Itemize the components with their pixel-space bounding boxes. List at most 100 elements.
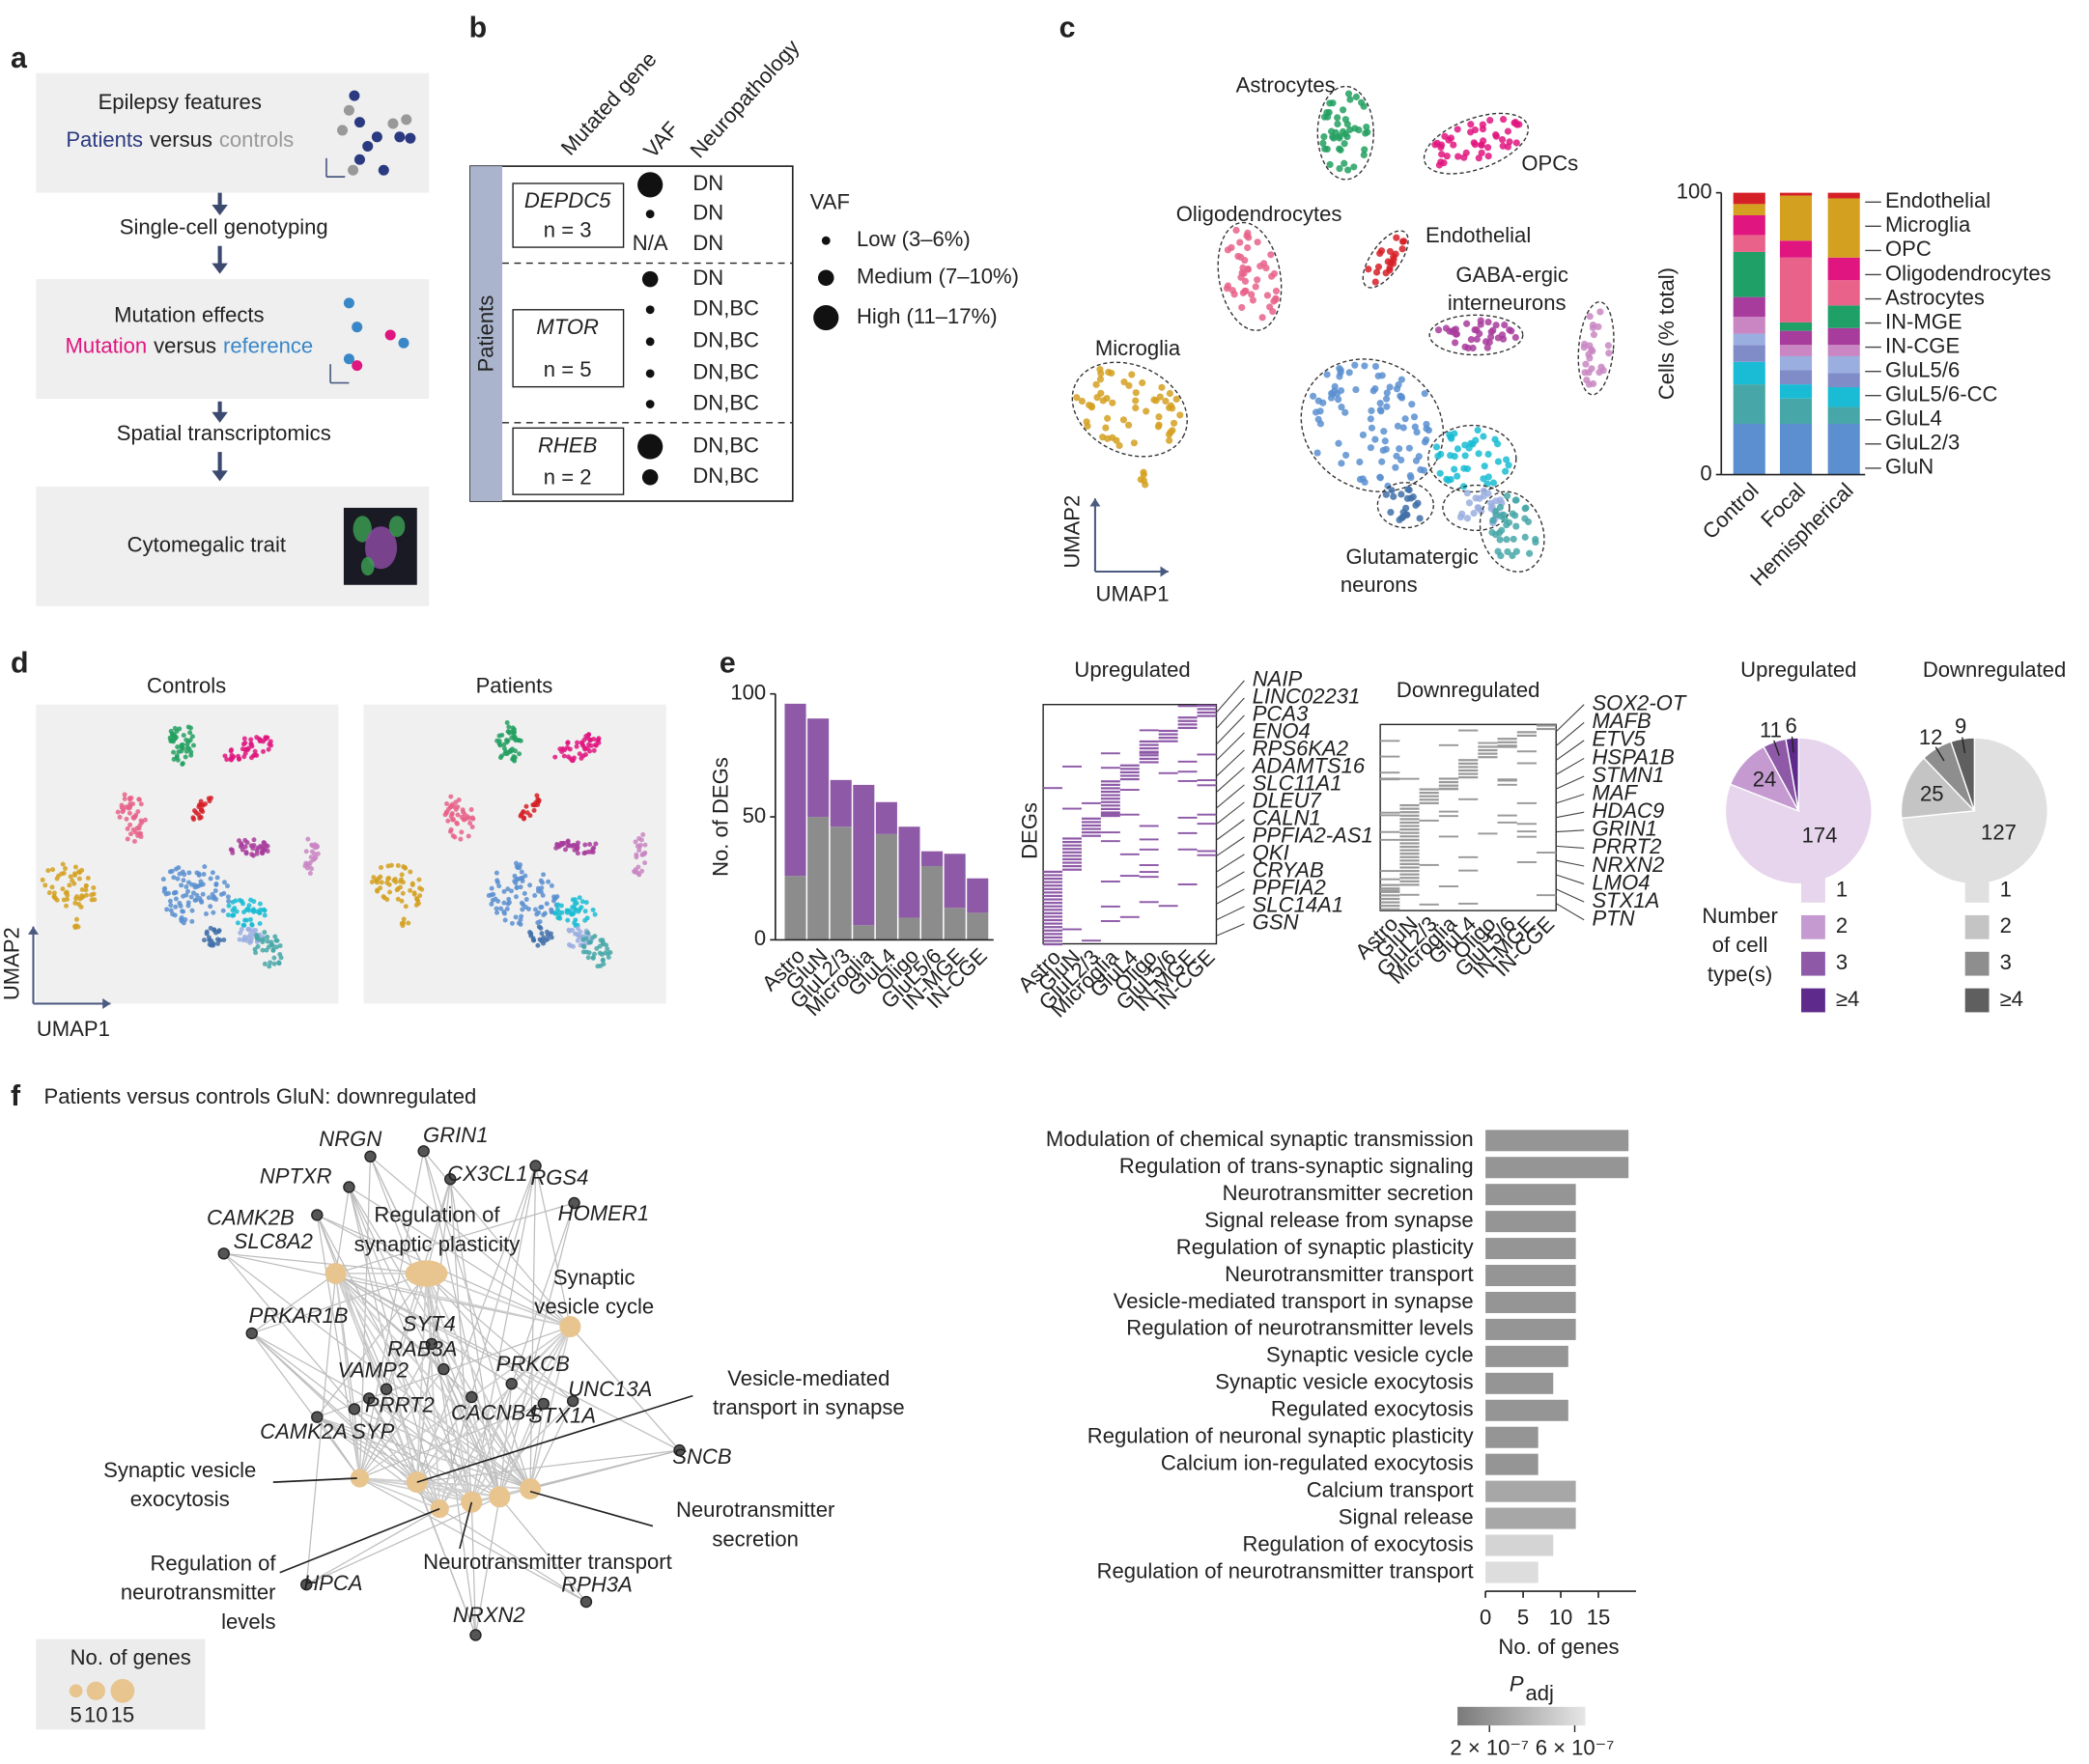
cluster-outline	[1428, 314, 1524, 356]
heatmap-cell	[1380, 887, 1400, 890]
cell-dot	[225, 912, 231, 918]
cell-dot	[1132, 389, 1140, 397]
term-node	[519, 1477, 542, 1500]
heatmap-cell	[1100, 840, 1120, 843]
cell-dot	[1465, 499, 1474, 507]
cell-dot	[180, 869, 185, 875]
cell-dot	[83, 883, 89, 889]
cell-dot	[504, 719, 510, 725]
cell-dot	[67, 882, 72, 888]
legend-label: 1	[1836, 877, 1848, 901]
cell-dot	[1480, 487, 1487, 494]
cell-dot	[181, 909, 186, 914]
heatmap-cell	[1419, 792, 1439, 795]
heatmap-cell	[1139, 740, 1159, 743]
cell-dot	[208, 904, 213, 910]
cell-dot	[267, 742, 272, 747]
cell-dot	[443, 810, 449, 816]
cell-dot	[1583, 377, 1591, 384]
heatmap-cell	[1458, 776, 1479, 779]
cell-dot	[1359, 431, 1368, 439]
cell-dot	[229, 747, 235, 753]
cell-dot	[130, 826, 136, 832]
cell-dot	[570, 897, 576, 903]
cell-dot	[266, 944, 271, 950]
y-tick-label: 100	[730, 681, 766, 705]
cluster-outline	[1577, 301, 1615, 396]
heatmap-cell	[1043, 936, 1063, 939]
heatmap-cell	[1458, 772, 1479, 775]
term-label: secretion	[712, 1527, 799, 1552]
cell-dot	[636, 844, 642, 850]
gene-label: PPFIA2	[1253, 876, 1326, 900]
network-edge	[348, 1187, 500, 1498]
cell-dot	[312, 851, 318, 856]
cell-dot	[1254, 276, 1261, 284]
gene-leader	[1216, 697, 1245, 729]
cell-dot	[1434, 326, 1443, 334]
cell-dot	[534, 793, 540, 798]
step-label: Single-cell genotyping	[120, 215, 328, 239]
cell-dot	[1263, 292, 1272, 299]
cell-dot	[1314, 415, 1322, 423]
term-node	[559, 1316, 581, 1338]
cell-dot	[1502, 467, 1510, 475]
heatmap-cell	[1139, 757, 1159, 760]
cell-dot	[1252, 283, 1259, 291]
cell-dot	[1512, 522, 1520, 530]
cell-dot	[523, 803, 529, 809]
heatmap-cell	[1516, 734, 1537, 738]
icon-dot	[394, 131, 406, 143]
cell-dot	[72, 873, 78, 879]
cell-dot	[1595, 322, 1602, 331]
cell-dot	[494, 870, 499, 876]
cell-dot	[1423, 425, 1430, 433]
cell-dot	[572, 847, 578, 853]
network-edge	[358, 1326, 571, 1479]
heatmap-cell	[1197, 753, 1217, 756]
gene-leader	[1556, 794, 1585, 804]
bar	[1485, 1345, 1568, 1367]
gene-node	[245, 1327, 258, 1340]
cell-dot	[520, 875, 525, 881]
cell-dot	[265, 934, 270, 939]
cell-dot	[191, 808, 197, 814]
heatmap-cell	[1100, 790, 1120, 794]
icon-dot	[405, 132, 416, 144]
cell-dot	[583, 936, 589, 941]
cell-dot	[224, 757, 230, 763]
step-box	[36, 72, 430, 193]
heatmap-cell	[1478, 745, 1498, 748]
cell-dot	[1444, 476, 1453, 485]
neuropathology: DN,BC	[692, 463, 759, 488]
cell-dot	[593, 841, 599, 847]
legend-label: Oligodendrocytes	[1885, 261, 2051, 285]
cell-dot	[274, 938, 280, 943]
heatmap-cell	[1158, 729, 1178, 733]
cell-dot	[168, 728, 174, 734]
heatmap-cell	[1043, 942, 1063, 946]
cell-dot	[1509, 551, 1516, 560]
gene-leader	[1216, 714, 1245, 745]
network-edge	[348, 1187, 472, 1502]
network-edge	[335, 1273, 472, 1398]
heatmap-cell	[1119, 770, 1140, 774]
heatmap-cell	[1177, 705, 1198, 708]
cell-dot	[1463, 515, 1472, 522]
heatmap-cell	[1536, 727, 1557, 731]
cell-dot	[40, 877, 45, 882]
cell-dot	[235, 920, 240, 926]
heatmap-cell	[1139, 864, 1159, 866]
cell-dot	[1361, 146, 1369, 154]
heatmap-cell	[1536, 894, 1557, 897]
cell-dot	[1477, 317, 1484, 324]
cell-dot	[1408, 401, 1416, 408]
cell-dot	[196, 812, 202, 818]
cell-dot	[197, 896, 203, 901]
gene-node	[348, 1403, 361, 1415]
cell-dot	[379, 865, 384, 870]
gene-label: SLC8A2	[234, 1229, 313, 1253]
heatmap-cell	[1197, 711, 1217, 714]
heatmap-frame	[1379, 723, 1557, 911]
neuropathology: DN,BC	[692, 296, 759, 321]
